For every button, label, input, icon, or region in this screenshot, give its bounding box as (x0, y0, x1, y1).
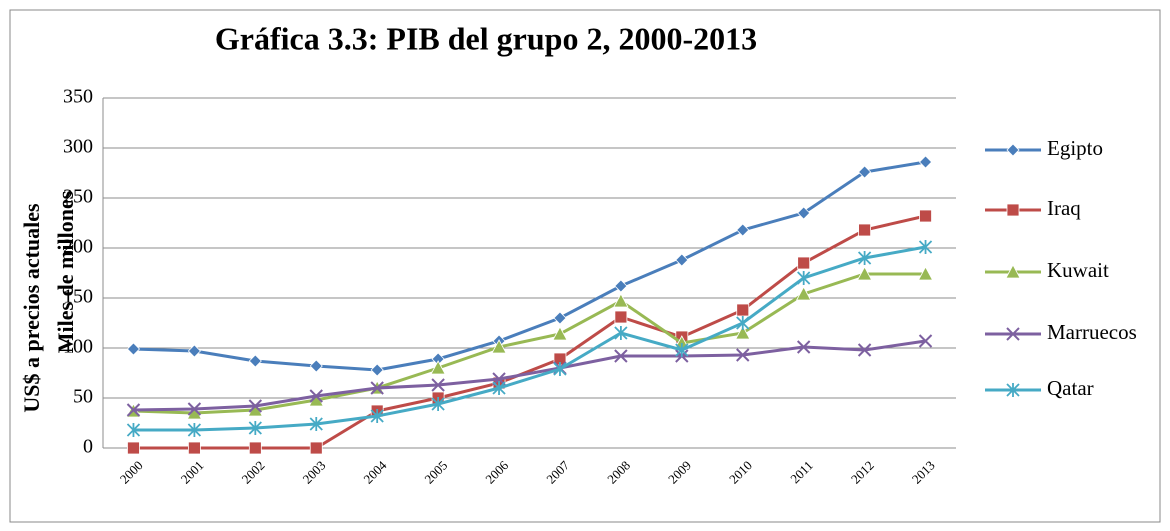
marker (553, 362, 567, 376)
marker (614, 349, 628, 363)
legend-label: Egipto (1047, 136, 1103, 160)
marker (675, 253, 689, 267)
y-tick-label: 350 (63, 86, 93, 108)
marker (858, 223, 872, 237)
chart-border (9, 9, 1161, 523)
y-tick-label: 250 (63, 186, 93, 208)
legend-label: Marruecos (1047, 320, 1137, 344)
y-tick-label: 300 (63, 136, 93, 158)
legend-marker (1006, 327, 1020, 341)
legend-marker (1005, 264, 1021, 279)
marker (309, 417, 323, 431)
y-tick-label: 50 (73, 386, 93, 408)
y-tick-label: 150 (63, 286, 93, 308)
series-line (133, 245, 926, 432)
marker (127, 441, 140, 455)
series-line (133, 339, 926, 412)
chart-title: Gráfica 3.3: PIB del grupo 2, 2000-2013 (215, 20, 757, 56)
legend-marker (1006, 383, 1020, 397)
marker (736, 316, 750, 330)
legend-marker (1006, 203, 1020, 217)
y-axis-label: Miles de millones (53, 190, 78, 353)
y-tick-label: 200 (63, 236, 93, 258)
marker (613, 293, 629, 308)
marker (187, 344, 201, 358)
marker (370, 409, 384, 423)
marker (857, 251, 872, 265)
marker (856, 266, 873, 281)
marker (309, 441, 323, 455)
marker (858, 165, 872, 179)
marker (675, 343, 689, 357)
marker (614, 326, 628, 340)
marker (797, 206, 811, 220)
marker (491, 339, 507, 354)
marker (248, 441, 262, 455)
marker (370, 381, 384, 395)
marker (126, 403, 141, 417)
marker (553, 311, 567, 325)
series-line (133, 160, 926, 372)
marker (918, 155, 933, 169)
marker (735, 325, 751, 340)
y-axis-label: US$ a precios actuales (19, 203, 44, 413)
marker (614, 310, 628, 324)
marker (736, 223, 750, 237)
marker (918, 240, 933, 254)
legend-label: Iraq (1047, 196, 1081, 220)
marker (431, 397, 445, 411)
marker (126, 342, 141, 356)
marker (309, 359, 323, 373)
series-line (133, 272, 926, 415)
marker (187, 441, 201, 455)
y-tick-label: 100 (63, 336, 93, 358)
marker (248, 354, 262, 368)
marker (309, 389, 323, 403)
marker (797, 256, 811, 270)
marker (248, 399, 263, 413)
marker (614, 279, 628, 293)
marker (187, 423, 202, 437)
marker (370, 363, 384, 377)
legend-marker (1006, 143, 1020, 157)
y-tick-label: 0 (83, 436, 93, 458)
marker (430, 360, 446, 375)
marker (431, 378, 445, 392)
marker (736, 303, 750, 317)
marker (796, 340, 811, 354)
series-line (133, 214, 926, 450)
marker (797, 271, 811, 285)
marker (126, 423, 141, 437)
marker (796, 286, 812, 301)
legend-label: Qatar (1047, 376, 1094, 400)
marker (857, 343, 872, 357)
marker (187, 402, 202, 416)
marker (917, 266, 934, 281)
marker (248, 421, 262, 435)
marker (736, 348, 750, 362)
marker (918, 334, 933, 348)
marker (492, 381, 506, 395)
legend-label: Kuwait (1047, 258, 1109, 282)
marker (552, 326, 568, 341)
marker (919, 209, 932, 223)
